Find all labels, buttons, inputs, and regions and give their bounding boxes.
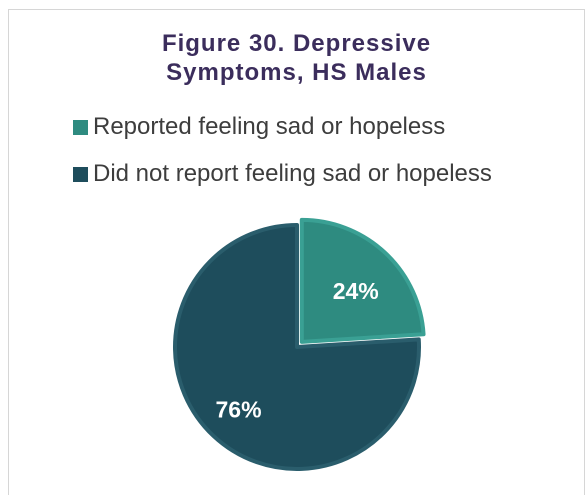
pie-slice-not-reported: [173, 223, 421, 471]
chart-title-line-1: Figure 30. Depressive: [161, 30, 432, 57]
pie-labels: 24% 76%: [216, 278, 379, 422]
legend-swatch-not-reported: [73, 166, 88, 182]
legend-item-not-reported: Did not report feeling sad or hopeless: [73, 160, 492, 188]
chart-title-line-2: Symptoms, HS Males: [166, 59, 427, 86]
legend-item-reported: Reported feeling sad or hopeless: [73, 113, 445, 141]
legend-label-not-reported: Did not report feeling sad or hopeless: [93, 160, 492, 187]
legend-label-reported: Reported feeling sad or hopeless: [93, 113, 446, 140]
legend-swatch-reported: [73, 119, 88, 135]
pie-label-not-reported: 76%: [216, 396, 262, 422]
pie-slice-reported: [299, 217, 426, 344]
pie-slices: [173, 217, 426, 471]
pie-label-reported: 24%: [333, 278, 379, 304]
